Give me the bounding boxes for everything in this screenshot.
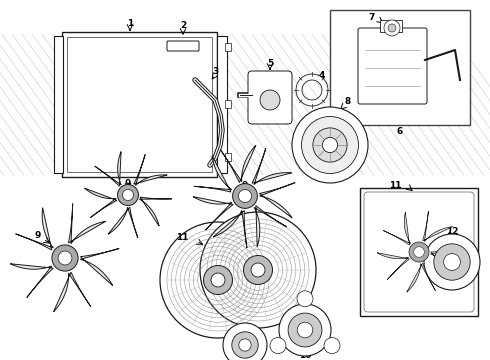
Bar — [380, 20, 402, 32]
Circle shape — [223, 323, 267, 360]
Text: 7: 7 — [369, 13, 375, 22]
Polygon shape — [254, 206, 287, 247]
Text: 4: 4 — [319, 71, 325, 80]
Bar — [225, 43, 231, 51]
Circle shape — [301, 117, 359, 174]
Text: 11: 11 — [176, 234, 188, 243]
FancyBboxPatch shape — [167, 41, 199, 51]
Polygon shape — [69, 203, 106, 244]
Circle shape — [324, 338, 340, 354]
Circle shape — [244, 256, 272, 284]
Polygon shape — [95, 152, 121, 186]
Bar — [217, 36, 227, 173]
Text: 9: 9 — [242, 180, 248, 189]
Circle shape — [251, 263, 265, 277]
Circle shape — [443, 253, 461, 270]
Bar — [62, 32, 217, 177]
Text: 8: 8 — [345, 98, 351, 107]
Polygon shape — [252, 148, 292, 185]
Bar — [225, 100, 231, 108]
Circle shape — [288, 313, 322, 347]
Bar — [330, 10, 470, 125]
Circle shape — [203, 266, 232, 294]
Circle shape — [297, 291, 313, 307]
Polygon shape — [213, 210, 247, 248]
FancyBboxPatch shape — [358, 28, 427, 104]
Polygon shape — [431, 248, 461, 276]
Circle shape — [260, 90, 280, 110]
Circle shape — [52, 245, 78, 271]
Circle shape — [270, 338, 286, 354]
Polygon shape — [407, 263, 436, 292]
Circle shape — [322, 138, 338, 153]
Polygon shape — [134, 154, 167, 185]
FancyBboxPatch shape — [248, 71, 292, 124]
Bar — [360, 188, 478, 316]
Circle shape — [58, 251, 72, 265]
Bar — [225, 153, 231, 161]
Bar — [54, 36, 63, 173]
Circle shape — [297, 322, 313, 338]
Polygon shape — [377, 253, 410, 280]
Polygon shape — [194, 156, 232, 192]
Circle shape — [434, 244, 470, 280]
Circle shape — [122, 189, 134, 201]
Polygon shape — [16, 208, 53, 250]
Circle shape — [424, 234, 480, 290]
Polygon shape — [80, 248, 119, 285]
Text: 9: 9 — [125, 179, 131, 188]
Circle shape — [388, 24, 396, 32]
Polygon shape — [193, 197, 233, 230]
Text: 11: 11 — [389, 180, 401, 189]
Polygon shape — [53, 272, 91, 312]
Polygon shape — [383, 212, 411, 245]
Text: 5: 5 — [267, 58, 273, 68]
Text: 9: 9 — [35, 231, 41, 240]
Bar — [67, 37, 212, 172]
Polygon shape — [259, 183, 295, 218]
Polygon shape — [85, 188, 117, 218]
Polygon shape — [108, 207, 138, 238]
Circle shape — [239, 339, 251, 351]
Circle shape — [200, 212, 316, 328]
Circle shape — [239, 189, 251, 203]
Circle shape — [414, 247, 424, 257]
Polygon shape — [10, 264, 53, 298]
Text: 10: 10 — [299, 351, 311, 360]
Circle shape — [160, 222, 276, 338]
Polygon shape — [220, 145, 256, 183]
Text: 6: 6 — [397, 127, 403, 136]
Circle shape — [384, 20, 400, 36]
Circle shape — [211, 273, 225, 287]
Text: 12: 12 — [446, 228, 458, 237]
Circle shape — [313, 128, 347, 162]
Circle shape — [279, 304, 331, 356]
Circle shape — [118, 185, 139, 206]
Circle shape — [233, 184, 257, 208]
Circle shape — [292, 107, 368, 183]
Circle shape — [232, 332, 258, 358]
Polygon shape — [140, 197, 172, 226]
Text: 3: 3 — [212, 68, 218, 77]
Text: 2: 2 — [180, 22, 186, 31]
Circle shape — [409, 242, 429, 262]
Polygon shape — [423, 211, 453, 242]
Text: 1: 1 — [127, 19, 133, 28]
